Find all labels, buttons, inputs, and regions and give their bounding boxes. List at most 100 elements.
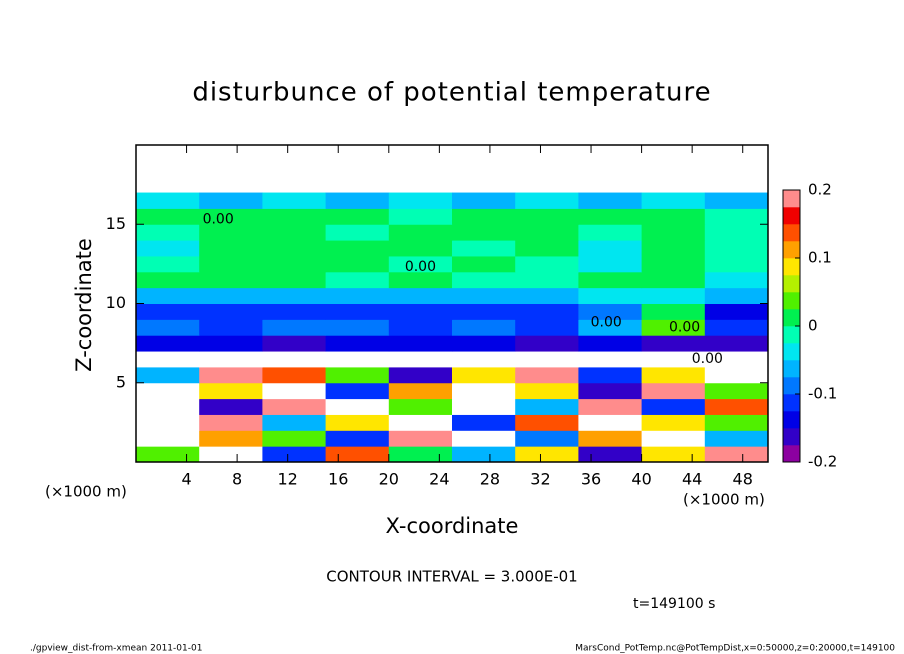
- colorbar-segment: [783, 326, 800, 344]
- heat-cell: [704, 398, 769, 415]
- heat-cell: [325, 398, 390, 415]
- heat-cell: [136, 255, 200, 273]
- heat-cell: [262, 240, 327, 257]
- x-tick-label: 32: [530, 470, 550, 489]
- heat-cell: [515, 398, 579, 415]
- heat-cell: [136, 446, 200, 463]
- heat-cell: [578, 271, 643, 289]
- heat-cell: [325, 414, 390, 431]
- heat-cell: [452, 366, 516, 384]
- heat-cell: [704, 271, 769, 289]
- heat-cell: [325, 224, 390, 241]
- heat-cell: [578, 319, 643, 336]
- heat-cell: [325, 335, 390, 352]
- heat-cell: [262, 287, 327, 304]
- heat-cell: [641, 255, 706, 273]
- heat-cell: [262, 351, 327, 368]
- heat-cell: [578, 430, 643, 447]
- chart-title: disturbunce of potential temperature: [192, 78, 711, 108]
- heat-cell: [136, 208, 200, 225]
- colorbar-segment: [783, 292, 800, 310]
- heat-cell: [388, 208, 453, 225]
- x-axis-title: X-coordinate: [386, 514, 519, 538]
- heat-cell: [136, 224, 200, 241]
- heat-cell: [515, 255, 579, 273]
- heat-cell: [578, 208, 643, 225]
- heat-cell: [325, 446, 390, 463]
- heat-cell: [136, 366, 200, 384]
- heat-cell: [452, 192, 516, 209]
- heat-cell: [641, 240, 706, 257]
- heat-cell: [704, 430, 769, 447]
- heat-cell: [452, 351, 516, 368]
- heat-cell: [641, 366, 706, 384]
- heat-cell: [578, 414, 643, 431]
- heat-cell: [136, 351, 200, 368]
- heat-cell: [388, 255, 453, 273]
- heat-cell: [515, 414, 579, 431]
- heat-cell: [136, 335, 200, 352]
- heat-cell: [325, 382, 390, 400]
- colorbar-segment: [783, 343, 800, 361]
- heat-cell: [578, 335, 643, 352]
- heat-cell: [578, 366, 643, 384]
- contour-label: 0.00: [591, 315, 622, 331]
- heat-cell: [199, 192, 263, 209]
- y-tick-label: 15: [106, 214, 126, 233]
- heat-cell: [704, 335, 769, 352]
- heat-cell: [199, 208, 263, 225]
- heat-cell: [515, 224, 579, 241]
- heat-cell: [641, 224, 706, 241]
- heat-cell: [388, 382, 453, 400]
- heat-cell: [452, 240, 516, 257]
- heat-cell: [262, 255, 327, 273]
- heat-cell: [388, 240, 453, 257]
- heat-cell: [578, 382, 643, 400]
- heat-cell: [262, 335, 327, 352]
- heat-cell: [515, 382, 579, 400]
- heat-cell: [388, 192, 453, 209]
- colorbar-segment: [783, 207, 800, 225]
- heat-cell: [641, 446, 706, 463]
- heat-cell: [578, 224, 643, 241]
- heat-cell: [325, 208, 390, 225]
- heat-cell: [704, 319, 769, 336]
- heat-cell: [641, 382, 706, 400]
- heat-cell: [452, 398, 516, 415]
- heat-cell: [199, 351, 263, 368]
- heat-cell: [199, 430, 263, 447]
- colorbar-segment: [783, 309, 800, 327]
- colorbar-tick-label: -0.1: [808, 385, 837, 403]
- contour-label: 0.00: [405, 259, 436, 275]
- heat-cell: [452, 287, 516, 304]
- heat-cell: [452, 430, 516, 447]
- heat-cell: [325, 366, 390, 384]
- colorbar-segment: [783, 258, 800, 276]
- heat-cell: [388, 335, 453, 352]
- heat-cell: [388, 224, 453, 241]
- heat-cell: [325, 351, 390, 368]
- heat-cell: [136, 271, 200, 289]
- colorbar-segment: [783, 411, 800, 429]
- heat-cell: [452, 208, 516, 225]
- heatmap: [136, 192, 769, 463]
- y-axis-title: Z-coordinate: [72, 238, 96, 372]
- heat-cell: [641, 287, 706, 304]
- colorbar-segment: [783, 360, 800, 378]
- heat-cell: [199, 287, 263, 304]
- x-tick-label: 36: [581, 470, 601, 489]
- heat-cell: [578, 303, 643, 320]
- heat-cell: [199, 255, 263, 273]
- heat-cell: [641, 414, 706, 431]
- heat-cell: [515, 430, 579, 447]
- heat-cell: [578, 192, 643, 209]
- heat-cell: [262, 224, 327, 241]
- heat-cell: [578, 287, 643, 304]
- heat-cell: [452, 224, 516, 241]
- contour-label: 0.00: [203, 211, 234, 227]
- heat-cell: [452, 303, 516, 320]
- heat-cell: [262, 319, 327, 336]
- heat-cell: [452, 335, 516, 352]
- heat-cell: [452, 271, 516, 289]
